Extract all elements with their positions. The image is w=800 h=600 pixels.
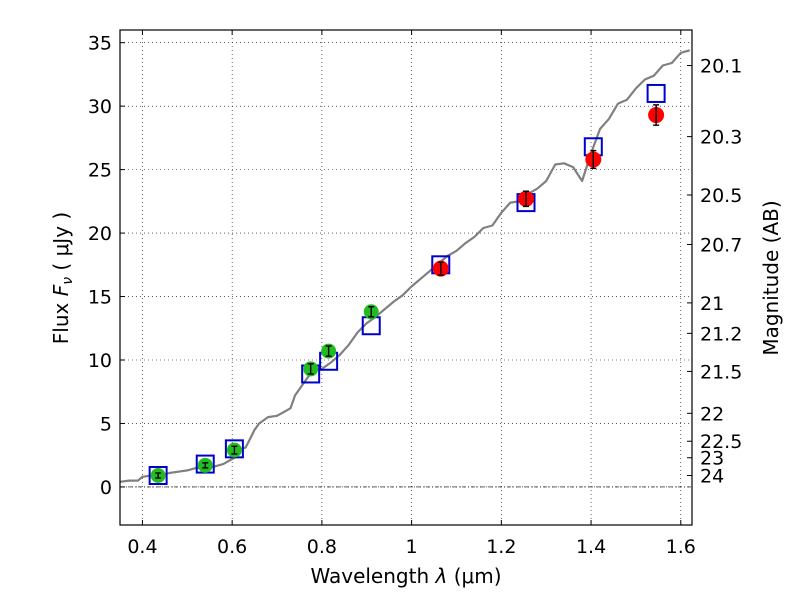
right-y-axis-label: Magnitude (AB): [759, 200, 783, 355]
x-tick-label: 0.6: [217, 536, 247, 558]
y-tick-label: 35: [88, 33, 112, 55]
y-tick-label: 0: [100, 477, 112, 499]
x-axis-label-symbol: λ: [435, 564, 448, 588]
observed-photometry-series: [150, 104, 665, 483]
right-y-tick-label: 22.5: [700, 431, 742, 453]
spectrum-line: [119, 49, 691, 483]
grid: [120, 30, 692, 525]
x-tick-label: 1.4: [576, 536, 606, 558]
model-photometry-square: [148, 466, 168, 485]
right-y-tick-label: 21.5: [700, 361, 742, 383]
y-tick-label: 25: [88, 160, 112, 182]
right-y-tick-label: 22: [700, 403, 724, 425]
y-axis-label-text: Flux: [49, 302, 73, 344]
right-y-tick-label: 20.7: [700, 235, 742, 257]
x-tick-label: 0.8: [307, 536, 337, 558]
y-axis-label: Flux Fν ( μJy ): [49, 212, 76, 344]
y-axis-label-unit: ( μJy ): [49, 212, 73, 271]
y-tick-label: 15: [88, 287, 112, 309]
x-axis-label: Wavelength λ (μm): [310, 564, 501, 588]
x-axis-label-unit: (μm): [454, 564, 502, 588]
model-photometry-square: [646, 83, 666, 103]
y-tick-label: 20: [88, 223, 112, 245]
x-tick-label: 1: [406, 536, 418, 558]
y-axis-label-sub: ν: [60, 277, 76, 285]
spectrum-series: [119, 49, 691, 483]
right-y-tick-label: 20.3: [700, 127, 742, 149]
model-photometry-series: [148, 83, 666, 485]
plot-frame: [119, 29, 693, 526]
right-y-tick-label: 20.5: [700, 185, 742, 207]
x-tick-label: 1.6: [666, 536, 696, 558]
y-tick-label: 5: [100, 413, 112, 435]
right-y-tick-label: 23: [700, 448, 724, 470]
right-y-tick-label: 20.1: [700, 56, 742, 78]
axis-ticks: 0.4 0.6 0.8 1 1.2 1.4 1.6 0 5 10 15 20 25 30 35 20.1 20.…: [88, 30, 742, 558]
right-y-tick-label: 24: [700, 466, 724, 488]
x-tick-label: 1.2: [486, 536, 516, 558]
y-tick-label: 10: [88, 350, 112, 372]
right-y-tick-label: 21.2: [700, 323, 742, 345]
x-tick-label: 0.4: [127, 536, 157, 558]
y-axis-label-symbol: F: [49, 284, 73, 296]
y-tick-label: 30: [88, 96, 112, 118]
x-axis-label-text: Wavelength: [310, 564, 429, 588]
right-y-tick-label: 21: [700, 293, 724, 315]
